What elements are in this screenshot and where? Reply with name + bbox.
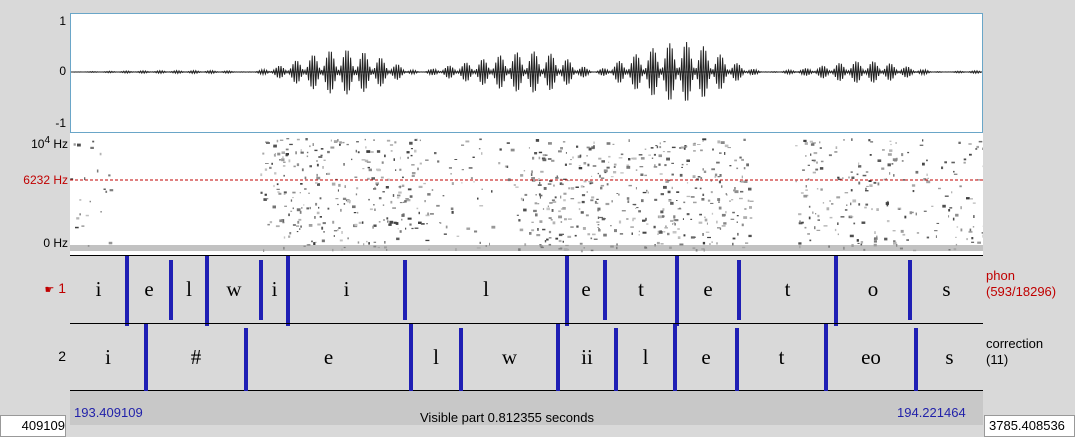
tier1-interval[interactable]: e (703, 277, 713, 301)
tier1-interval[interactable]: e (581, 277, 591, 301)
tier1-number[interactable]: ☛ 1 (44, 280, 66, 296)
tier1-interval[interactable]: t (638, 277, 644, 301)
tier1-interval[interactable]: i (95, 277, 102, 301)
tier1-interval[interactable]: l (483, 277, 489, 301)
tier2-interval[interactable]: e (701, 344, 711, 369)
tier2-boundary[interactable] (144, 324, 148, 396)
tier1-boundary[interactable] (737, 260, 741, 320)
wave-max-label: 1 (59, 14, 66, 28)
waveform-plot (71, 41, 982, 101)
tier1-boundary[interactable] (603, 260, 607, 320)
tier2-boundary[interactable] (459, 328, 463, 392)
spectrogram-panel[interactable] (70, 133, 983, 255)
tier2-interval[interactable]: t (778, 344, 785, 369)
waveform-panel[interactable] (70, 13, 983, 133)
tier-correction[interactable]: i # e l w ii l e t eo s (70, 323, 983, 396)
tier1-interval[interactable]: i (271, 277, 278, 301)
tier1-boundary[interactable] (205, 256, 209, 326)
tier2-interval[interactable]: i (105, 344, 111, 369)
tier2-interval[interactable]: s (945, 344, 954, 369)
visible-timebar[interactable] (70, 391, 983, 425)
tier2-boundary[interactable] (556, 324, 560, 396)
tier2-boundary[interactable] (735, 328, 739, 392)
spectrogram-max-freq-label: 104 Hz (31, 135, 68, 151)
tier2-boundary[interactable] (244, 328, 248, 392)
wave-min-label: -1 (55, 116, 66, 130)
tier2-name[interactable]: correction (11) (986, 336, 1044, 367)
tier1-interval[interactable]: t (784, 277, 791, 301)
hand-pointer-icon: ☛ (44, 284, 55, 296)
tier1-boundary[interactable] (908, 260, 912, 320)
tier1-interval[interactable]: w (226, 277, 242, 301)
tier2-interval[interactable]: e (323, 344, 334, 369)
tier2-interval[interactable]: ii (581, 344, 593, 369)
tier1-boundary[interactable] (259, 260, 263, 320)
tier2-interval[interactable]: # (190, 344, 202, 369)
tier2-boundary[interactable] (914, 328, 918, 392)
wave-zero-label: 0 (59, 64, 66, 78)
tier2-boundary[interactable] (614, 328, 618, 392)
tier2-boundary[interactable] (409, 324, 413, 396)
tier1-boundary[interactable] (834, 256, 838, 326)
tier1-interval[interactable]: l (186, 277, 192, 301)
tier2-interval[interactable]: w (501, 344, 518, 369)
tier2-boundary[interactable] (824, 324, 828, 396)
tier1-name[interactable]: phon (593/18296) (986, 268, 1057, 299)
tier1-boundary[interactable] (675, 256, 679, 326)
tier1-boundary[interactable] (565, 256, 569, 326)
tier2-interval[interactable]: l (642, 344, 649, 369)
tier2-interval[interactable]: l (433, 344, 439, 369)
tier2-boundary[interactable] (673, 324, 677, 396)
waveform-trace (71, 41, 982, 101)
window-start-time[interactable]: 409109 (0, 415, 66, 437)
visible-duration: Visible part 0.812355 seconds (420, 410, 594, 425)
tier1-interval[interactable]: e (144, 277, 154, 301)
spectrogram-min-freq-label: 0 Hz (43, 236, 68, 250)
visible-start-time: 193.409109 (74, 405, 143, 420)
spectrogram-cursor-freq-label: 6232 Hz (23, 173, 68, 187)
tier1-interval[interactable]: o (867, 277, 879, 301)
tier1-interval[interactable]: s (942, 277, 951, 301)
visible-end-time: 194.221464 (897, 405, 966, 420)
tier1-interval[interactable]: i (343, 277, 350, 301)
tier1-boundary[interactable] (125, 256, 129, 326)
spectrogram-plot (70, 138, 983, 253)
tier1-boundary[interactable] (169, 260, 173, 320)
tier2-number[interactable]: 2 (58, 348, 66, 364)
tier1-boundary[interactable] (403, 260, 407, 320)
tier1-boundary[interactable] (286, 256, 290, 326)
window-end-time[interactable]: 3785.408536 (984, 415, 1075, 437)
tier2-interval[interactable]: eo (861, 344, 881, 369)
